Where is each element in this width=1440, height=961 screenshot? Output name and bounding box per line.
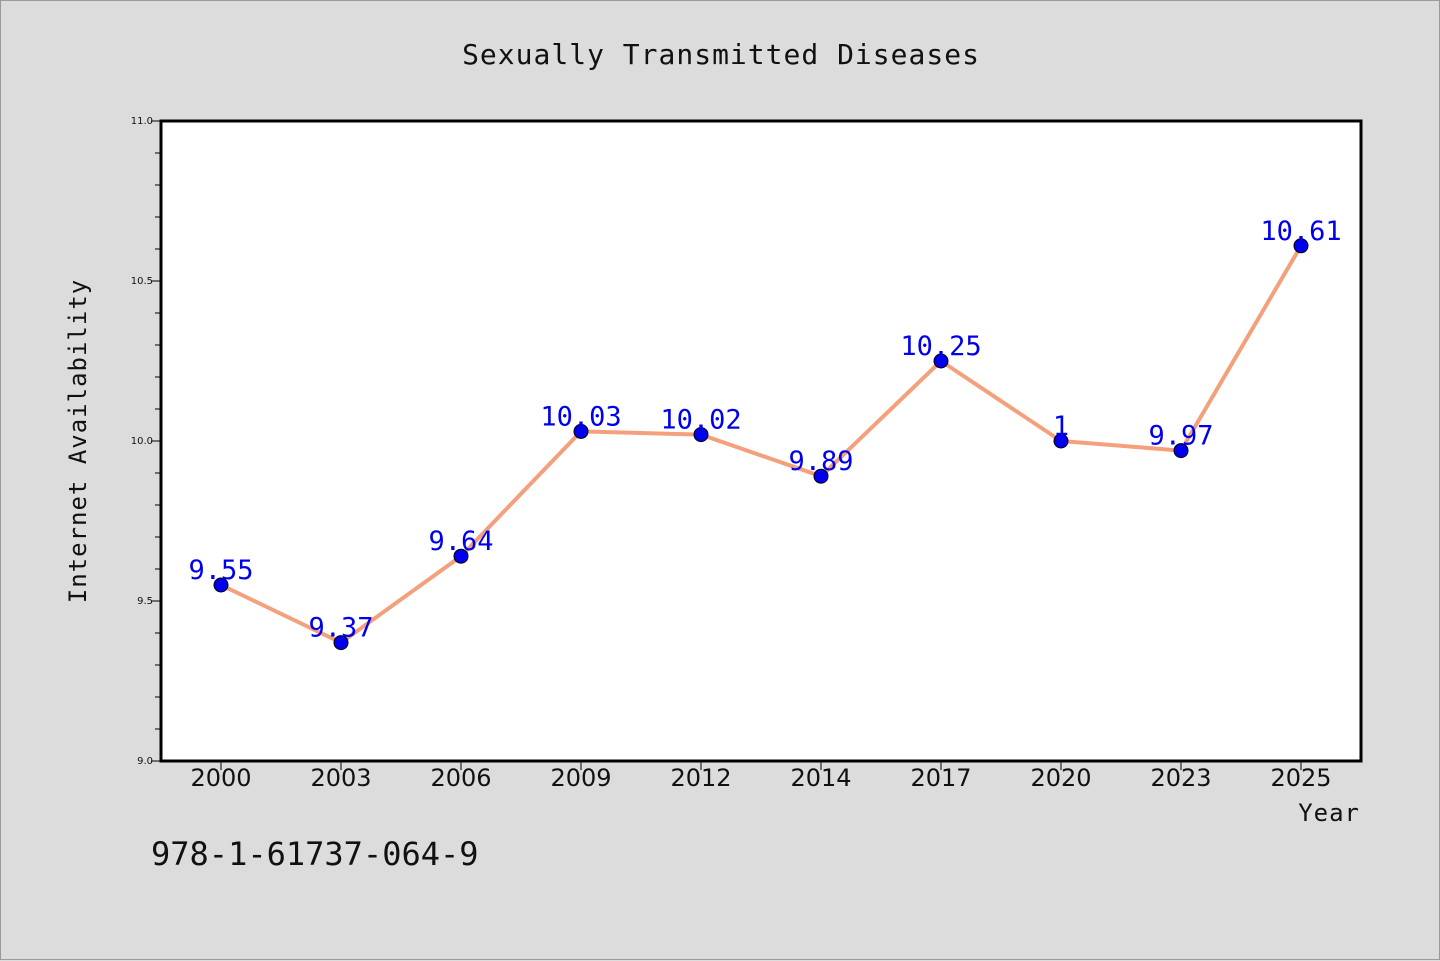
y-tick-label: 9.0: [137, 756, 153, 767]
x-tick-label: 2017: [910, 764, 971, 792]
y-axis-ticks: 9.0 9.5 10.0 10.5 11.0: [131, 116, 161, 767]
y-tick-label: 11.0: [131, 116, 153, 127]
chart-title: Sexually Transmitted Diseases: [462, 38, 980, 71]
y-tick-label: 10.0: [131, 436, 153, 447]
x-tick-label: 2012: [670, 764, 731, 792]
data-point: [813, 468, 829, 484]
data-point: [1053, 433, 1069, 449]
data-point: [453, 548, 469, 564]
x-axis-label: Year: [1298, 799, 1360, 827]
x-tick-label: 2006: [430, 764, 491, 792]
plot-area: [161, 121, 1361, 761]
y-tick-label: 10.5: [131, 276, 153, 287]
data-label: 9.55: [188, 555, 253, 586]
data-point: [573, 423, 589, 439]
data-point: [933, 353, 949, 369]
x-tick-label: 2023: [1150, 764, 1211, 792]
x-tick-label: 2009: [550, 764, 611, 792]
data-point: [1293, 238, 1309, 254]
y-axis-label: Internet Availability: [64, 279, 92, 603]
data-label: 10.02: [660, 405, 741, 436]
data-label: 9.89: [788, 446, 853, 477]
x-tick-label: 2003: [310, 764, 371, 792]
x-axis-ticks: 2000 2003 2006 2009 2012 2014 2017 2020 2023 2025: [190, 761, 1332, 792]
x-tick-label: 2025: [1270, 764, 1331, 792]
data-label: 10.61: [1260, 216, 1341, 247]
data-point: [333, 635, 349, 651]
data-label: 9.97: [1148, 421, 1213, 452]
data-point: [693, 427, 709, 443]
x-tick-label: 2020: [1030, 764, 1091, 792]
data-point: [1173, 443, 1189, 459]
data-label: 9.37: [308, 613, 373, 644]
y-tick-label: 9.5: [137, 596, 153, 607]
data-label: 10.25: [900, 331, 981, 362]
data-label: 10.03: [540, 401, 621, 432]
series-line: [220, 244, 1303, 645]
x-tick-label: 2014: [790, 764, 851, 792]
x-tick-label: 2000: [190, 764, 251, 792]
data-label: 9.64: [428, 526, 493, 557]
data-point: [213, 577, 229, 593]
plot-border: [159, 119, 1363, 763]
data-label: 1: [1053, 411, 1069, 442]
series-group: 9.55 9.37 9.64 10.03 10.02 9.89 10.25 1 9.97 10.6…: [188, 216, 1342, 651]
footnote-code: 978-1-61737-064-9: [151, 835, 479, 873]
